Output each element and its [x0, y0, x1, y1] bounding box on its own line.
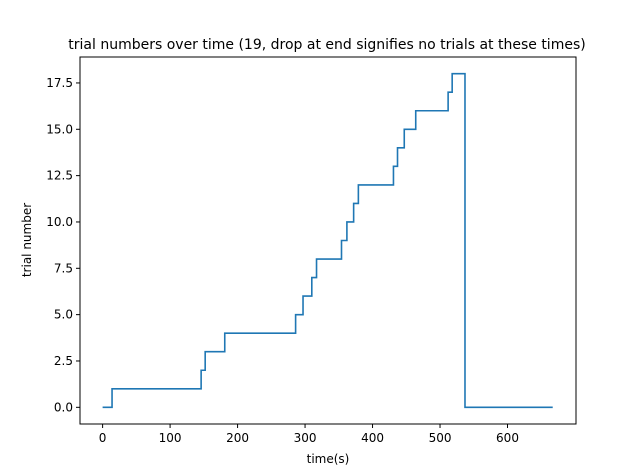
chart-title: trial numbers over time (19, drop at end…	[68, 37, 585, 53]
y-tick-label: 17.5	[46, 76, 73, 90]
y-tick-label: 12.5	[46, 169, 73, 183]
y-tick-label: 0.0	[54, 400, 73, 414]
series-line	[102, 72, 553, 409]
x-tick-label: 300	[294, 431, 317, 445]
x-tick-label: 600	[496, 431, 519, 445]
x-axis: 0 100 200 300 400 500 600	[99, 424, 519, 445]
y-tick-label: 5.0	[54, 308, 73, 322]
x-tick-label: 100	[159, 431, 182, 445]
x-tick-label: 200	[226, 431, 249, 445]
x-tick-label: 500	[429, 431, 452, 445]
axes-frame	[79, 56, 577, 425]
y-axis: 0.0 2.5 5.0 7.5 10.0 12.5 15.0 17.5	[46, 76, 80, 414]
y-tick-label: 2.5	[54, 354, 73, 368]
x-tick-label: 0	[99, 431, 107, 445]
x-axis-label: time(s)	[307, 452, 350, 466]
y-axis-label: trial number	[20, 203, 34, 277]
x-tick-label: 400	[361, 431, 384, 445]
y-tick-label: 10.0	[46, 215, 73, 229]
y-tick-label: 15.0	[46, 122, 73, 136]
y-tick-label: 7.5	[54, 261, 73, 275]
plot-area	[79, 56, 577, 425]
series-layer	[102, 72, 553, 409]
